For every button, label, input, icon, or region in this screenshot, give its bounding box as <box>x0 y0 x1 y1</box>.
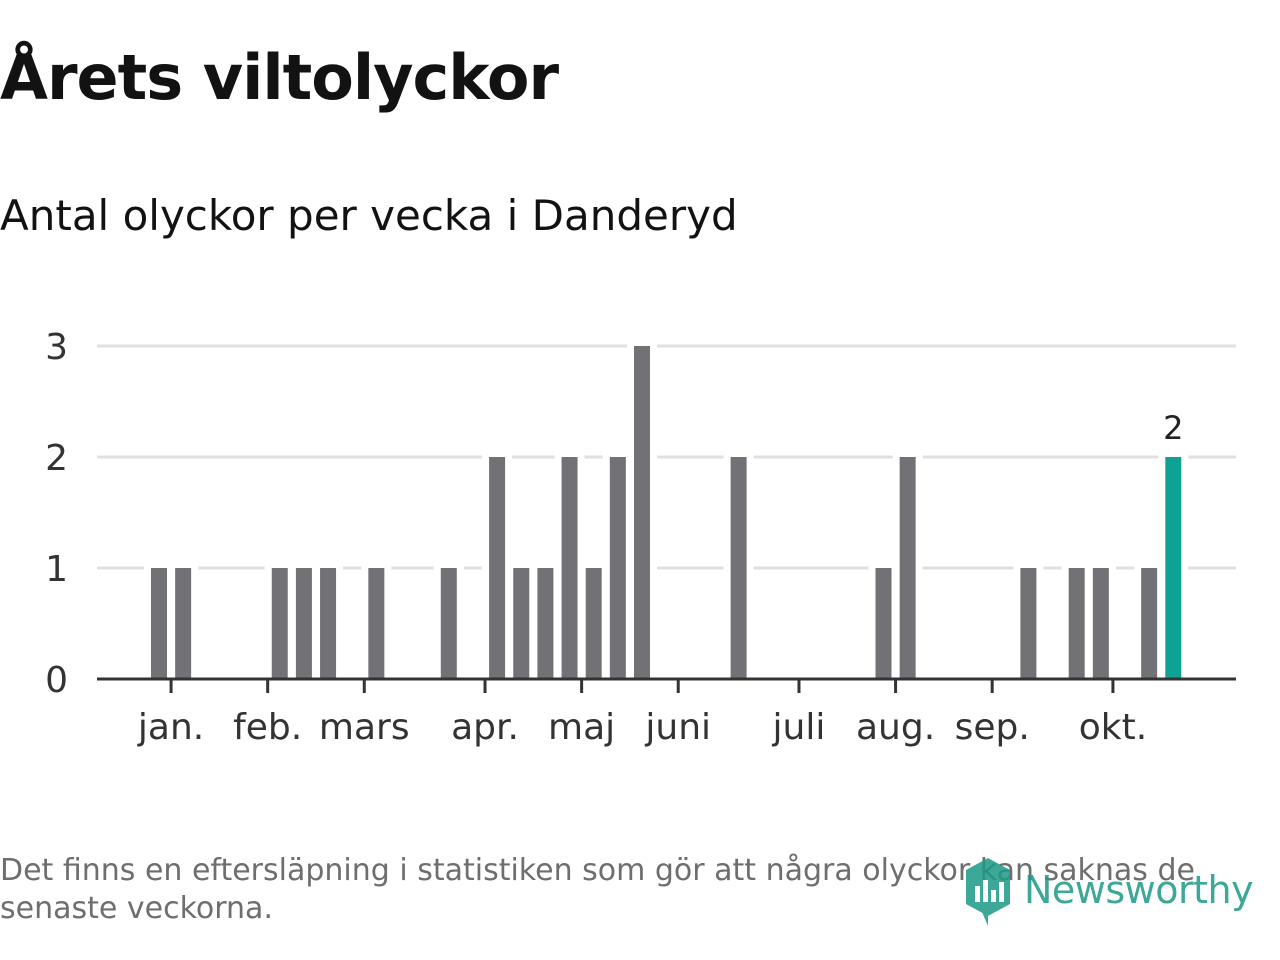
bar <box>1141 568 1158 679</box>
bar <box>295 568 312 679</box>
bar <box>899 457 916 679</box>
x-tick-label: mars <box>319 707 410 748</box>
bar <box>585 568 602 679</box>
bar <box>561 457 578 679</box>
y-tick-label: 0 <box>45 660 68 701</box>
bar <box>1020 568 1037 679</box>
y-tick-label: 2 <box>45 438 68 479</box>
x-tick-label: apr. <box>451 707 519 748</box>
axis-labels: 0 1 2 3 2 jan. feb. mars apr. maj juni juli aug. sep.… <box>45 327 1183 748</box>
bar <box>1068 568 1085 679</box>
bar <box>875 568 892 679</box>
bar <box>368 568 385 679</box>
y-tick-label: 3 <box>45 327 68 368</box>
chart-subtitle: Antal olyckor per vecka i Danderyd <box>0 191 738 240</box>
x-tick-label: juli <box>772 707 826 748</box>
bar <box>609 457 626 679</box>
bar-value-label: 2 <box>1163 409 1183 447</box>
x-tick-label: feb. <box>233 707 302 748</box>
x-tick-label: okt. <box>1079 707 1147 748</box>
bar <box>537 568 554 679</box>
bars <box>144 344 1189 679</box>
bar <box>151 568 167 679</box>
bar <box>175 568 192 679</box>
bar <box>1092 568 1109 679</box>
x-axis <box>97 677 1236 693</box>
bar-chart: 0 1 2 3 2 jan. feb. mars apr. maj juni juli aug. sep.… <box>45 327 1236 748</box>
y-tick-label: 1 <box>45 549 68 590</box>
bar <box>634 346 650 679</box>
x-tick-label: maj <box>548 707 615 748</box>
x-tick-label: sep. <box>955 707 1030 748</box>
newsworthy-logo: Newsworthy <box>962 852 1254 928</box>
x-tick-label: aug. <box>856 707 935 748</box>
bar <box>730 457 747 679</box>
bar <box>271 568 288 679</box>
x-tick-label: juni <box>644 707 711 748</box>
logo-mark-icon <box>966 858 1010 926</box>
grid-lines <box>97 344 1236 570</box>
bar <box>320 568 337 679</box>
x-tick-label: jan. <box>137 707 204 748</box>
bar <box>513 568 530 679</box>
bar-highlight <box>1165 457 1182 679</box>
brand-name: Newsworthy <box>1024 868 1254 912</box>
bar <box>440 568 457 679</box>
chart-title: Årets viltolyckor <box>0 41 559 114</box>
bar <box>489 457 506 679</box>
